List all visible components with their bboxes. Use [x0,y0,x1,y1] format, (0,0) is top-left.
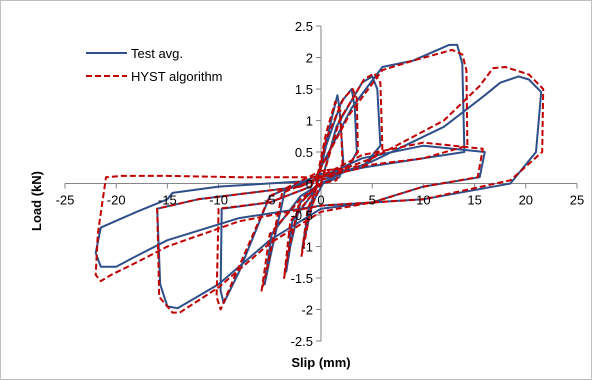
series-loop [219,43,466,305]
y-tick-label: 0 [306,177,313,192]
x-tick-label: 25 [570,193,584,208]
y-tick-label: 2.5 [295,19,313,34]
y-tick-label: -1 [301,240,313,255]
x-tick-label: 20 [519,193,533,208]
x-tick-label: 0 [317,193,324,208]
legend-label: HYST algorithm [131,69,223,84]
x-tick-label: 10 [416,193,430,208]
x-tick-label: -15 [158,193,177,208]
y-tick-label: -1.5 [291,271,313,286]
series-loop [215,48,469,311]
series-loop [94,66,545,283]
y-tick-label: -2.5 [291,334,313,349]
x-tick-label: -10 [209,193,228,208]
series-layer [94,43,545,314]
x-axis-title: Slip (mm) [291,355,350,370]
series-loop [283,88,359,279]
x-tick-label: -20 [107,193,126,208]
y-axis-title: Load (kN) [29,171,44,231]
y-tick-label: -0.5 [291,208,313,223]
y-tick-label: 0.5 [295,145,313,160]
series-loop [94,75,543,268]
x-tick-label: -5 [264,193,276,208]
y-tick-label: 1.5 [295,82,313,97]
y-tick-label: 1 [306,114,313,129]
legend: Test avg. HYST algorithm [86,46,223,84]
y-tick-label: -2 [301,303,313,318]
series-loop [300,100,344,257]
series-hyst-algorithm [94,48,545,314]
y-tick-label: 2 [306,51,313,66]
x-tick-label: 15 [467,193,481,208]
tick-labels: -25 -20 -15 -10 -5 0 5 10 15 20 25-2.5-2-1.5-1-0.5… [56,19,585,349]
x-tick-label: -25 [56,193,75,208]
x-tick-label: 5 [369,193,376,208]
legend-label: Test avg. [131,46,183,61]
